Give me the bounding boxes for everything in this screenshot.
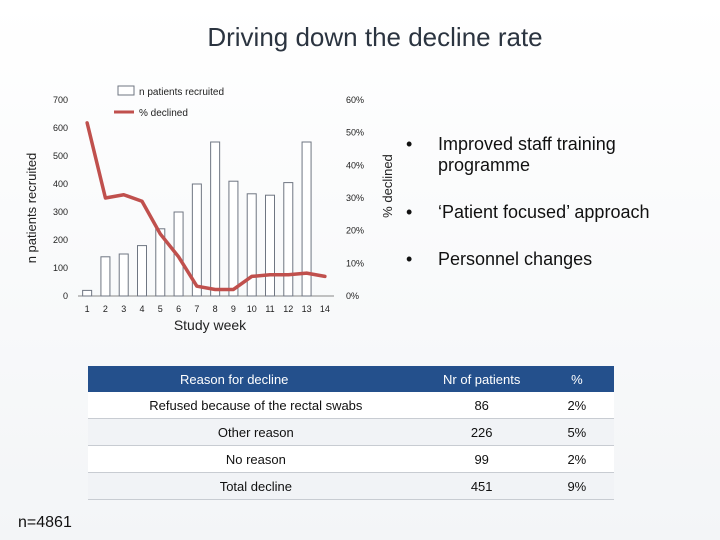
sample-size-note: n=4861 (18, 514, 72, 531)
x-tick-label: 10 (247, 304, 257, 314)
table-cell: 451 (423, 472, 540, 500)
bar (137, 245, 147, 297)
bar (118, 253, 129, 297)
line-point (268, 273, 272, 276)
table-row: No reason 99 2% (88, 445, 614, 473)
y2-tick-label: 50% (346, 128, 364, 138)
y2-axis-title: % declined (380, 154, 395, 218)
x-tick-label: 12 (283, 304, 293, 314)
bar (82, 289, 93, 297)
line-point (195, 285, 199, 288)
legend-bar-swatch (117, 85, 135, 96)
x-tick-label: 4 (139, 304, 144, 314)
x-tick-label: 3 (121, 304, 126, 314)
y2-tick-label: 40% (346, 160, 364, 170)
table-cell: 226 (423, 418, 540, 446)
table-cell: Refused because of the rectal swabs (88, 392, 424, 419)
y2-tick-label: 30% (346, 193, 364, 203)
line-point (323, 275, 327, 278)
bullet-text: Improved staff training programme (438, 134, 616, 175)
x-tick-label: 7 (194, 304, 199, 314)
bullet-text: Personnel changes (438, 249, 593, 269)
table-cell: 86 (423, 392, 540, 419)
line-point (140, 200, 144, 203)
bullet-icon: • (406, 134, 413, 154)
bullet-item: • Personnel changes (400, 249, 710, 270)
x-tick-label: 6 (176, 304, 181, 314)
line-point (305, 271, 308, 275)
table-row: Other reason 226 5% (88, 418, 614, 446)
x-tick-label: 8 (213, 304, 218, 314)
line-point (232, 288, 235, 291)
recruitment-chart: n patients recruited % declined 0 100 200 300… (24, 85, 395, 333)
bullet-text: ‘Patient focused’ approach (438, 202, 650, 222)
y2-tick-label: 20% (346, 226, 364, 236)
bar (191, 183, 202, 297)
x-tick-label: 2 (103, 304, 108, 314)
bullet-list: • Improved staff training programme • ‘Pat… (400, 134, 710, 270)
x-tick-label: 5 (158, 304, 163, 314)
column-header: % (539, 366, 614, 392)
y2-tick-label: 0% (346, 291, 359, 301)
legend-line-label: % declined (139, 108, 188, 119)
column-header: Reason for decline (88, 366, 424, 392)
x-tick-label: 14 (320, 304, 330, 314)
x-tick-label: 13 (302, 304, 312, 314)
line-point (177, 255, 180, 258)
bar (265, 194, 275, 297)
y-tick-label: 100 (53, 263, 68, 273)
column-header: Nr of patients (423, 366, 540, 392)
x-axis-title: Study week (174, 317, 247, 333)
table-header-row: Reason for decline Nr of patients % (88, 366, 614, 392)
table-cell: No reason (88, 445, 424, 473)
y-tick-label: 500 (53, 151, 68, 161)
y-tick-label: 0 (63, 291, 68, 301)
y-axis-title: n patients recruited (24, 153, 39, 264)
table-cell: Other reason (88, 418, 424, 446)
legend-bar-label: n patients recruited (139, 87, 224, 98)
bar (210, 141, 221, 297)
table-cell: 9% (539, 472, 614, 500)
table-row: Refused because of the rectal swabs 86 2… (88, 392, 614, 419)
bullet-icon: • (406, 202, 413, 222)
line-point (213, 288, 217, 291)
bullet-item: • Improved staff training programme (400, 134, 710, 176)
table-cell: 99 (423, 445, 540, 473)
line-point (287, 273, 290, 276)
bar (228, 180, 239, 297)
y2-tick-label: 60% (346, 95, 364, 105)
x-tick-label: 11 (265, 304, 274, 314)
bar (301, 141, 312, 297)
bar (155, 228, 166, 297)
bullet-icon: • (406, 249, 413, 269)
bullet-item: • ‘Patient focused’ approach (400, 202, 710, 223)
bar (283, 182, 294, 297)
table-row: Total decline 451 9% (88, 472, 614, 500)
line-point (104, 196, 107, 200)
y2-tick-label: 10% (346, 258, 364, 268)
line-point (159, 232, 162, 236)
table-cell: 2% (539, 392, 614, 419)
bar (100, 256, 111, 297)
table-cell: Total decline (88, 472, 424, 500)
series-line (85, 121, 327, 292)
y-tick-label: 300 (53, 207, 68, 217)
slide-title: Driving down the decline rate (207, 22, 543, 52)
line-point (122, 193, 125, 196)
x-tick-label: 1 (85, 304, 90, 314)
table-cell: 2% (539, 445, 614, 473)
y-tick-label: 700 (53, 95, 68, 105)
x-tick-label: 9 (231, 304, 236, 314)
line-point (85, 121, 89, 125)
table-cell: 5% (539, 418, 614, 446)
y-tick-label: 400 (53, 179, 68, 189)
bar (246, 193, 257, 297)
y-tick-label: 600 (53, 123, 68, 133)
y-tick-label: 200 (53, 235, 68, 245)
decline-reasons-table: Reason for decline Nr of patients % Refu… (88, 366, 614, 500)
line-point (250, 275, 253, 278)
